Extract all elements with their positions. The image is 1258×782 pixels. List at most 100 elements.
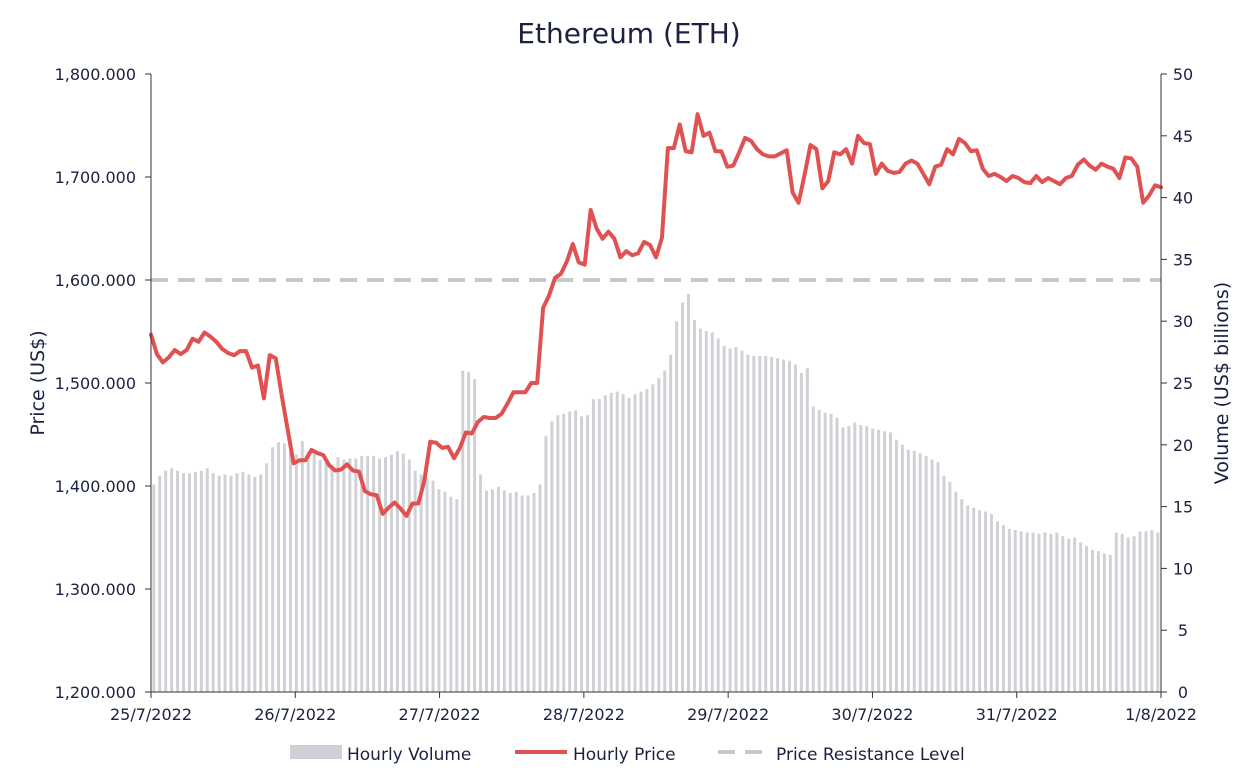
- volume-bar: [1031, 532, 1035, 692]
- volume-bar: [479, 474, 483, 692]
- volume-bar: [538, 484, 542, 692]
- volume-bar: [942, 475, 946, 692]
- volume-bar: [894, 439, 898, 692]
- volume-bar: [627, 397, 631, 692]
- volume-bar: [277, 442, 281, 692]
- volume-bar: [217, 475, 221, 692]
- volume-bar: [621, 394, 625, 692]
- volume-bar: [972, 507, 976, 692]
- volume-bar: [152, 484, 156, 692]
- volume-bar: [437, 489, 441, 692]
- volume-bar: [817, 410, 821, 692]
- volume-bar: [568, 411, 572, 692]
- volume-bar: [1025, 532, 1029, 692]
- volume-bar: [865, 426, 869, 692]
- volume-bar: [704, 331, 708, 692]
- volume-bar: [918, 453, 922, 692]
- y-left-tick-label: 1,200.000: [55, 683, 136, 702]
- volume-bar: [651, 384, 655, 692]
- volume-bar: [734, 347, 738, 692]
- volume-bar: [1114, 532, 1118, 692]
- volume-bar: [205, 468, 209, 692]
- volume-bar: [461, 370, 465, 692]
- volume-bar: [164, 470, 168, 692]
- volume-bar: [954, 491, 958, 692]
- volume-bar: [799, 373, 803, 692]
- volume-bar: [199, 470, 203, 692]
- volume-bar: [889, 432, 892, 692]
- volume-bar: [692, 319, 696, 692]
- volume-bar: [300, 441, 304, 692]
- volume-bar: [330, 464, 334, 692]
- volume-bar: [354, 458, 358, 692]
- volume-bar: [496, 486, 500, 692]
- volume-bar: [633, 394, 637, 692]
- volume-bar: [1126, 537, 1130, 692]
- volume-bar: [710, 332, 714, 692]
- volume-bar: [473, 379, 477, 692]
- volume-bar: [995, 521, 999, 692]
- volume-bar: [978, 510, 982, 692]
- volume-bar: [1001, 525, 1005, 692]
- volume-bar: [853, 422, 857, 692]
- y-right-axis-title: Volume (US$ billions): [1211, 282, 1233, 484]
- volume-bar: [615, 391, 619, 692]
- volume-bar: [413, 470, 417, 692]
- volume-bar: [1073, 537, 1077, 692]
- volume-bar: [235, 473, 239, 692]
- chart-title: Ethereum (ETH): [517, 17, 740, 50]
- volume-bar: [223, 474, 227, 692]
- volume-bar: [283, 443, 286, 692]
- y-right-tick-label: 45: [1173, 127, 1193, 146]
- volume-bar: [1061, 536, 1065, 692]
- volume-bar: [455, 499, 459, 692]
- volume-bar: [591, 399, 595, 692]
- volume-bar: [1019, 531, 1023, 692]
- volume-bar: [990, 514, 993, 692]
- x-tick-label: 1/8/2022: [1125, 705, 1197, 724]
- volume-bar: [360, 455, 364, 692]
- y-right-tick-label: 15: [1173, 498, 1193, 517]
- volume-bar: [764, 355, 768, 692]
- volume-bar: [372, 455, 376, 692]
- volume-bar: [259, 474, 263, 692]
- y-left-tick-label: 1,300.000: [55, 580, 136, 599]
- volume-bar: [1150, 530, 1154, 692]
- volume-bar: [520, 495, 524, 692]
- volume-bar: [193, 471, 197, 692]
- volume-bar: [859, 425, 863, 692]
- volume-bar: [514, 491, 518, 692]
- y-right-tick-label: 30: [1173, 312, 1193, 331]
- axes: 1,200.000 1,300.000 1,400.000 1,500.000 1,60…: [55, 65, 1197, 724]
- volume-bar: [1144, 531, 1148, 692]
- volume-bar: [1013, 530, 1017, 692]
- volume-bar: [229, 475, 233, 692]
- volume-bar: [288, 450, 292, 692]
- volume-bar: [829, 413, 833, 692]
- volume-bar: [389, 454, 393, 692]
- volume-bar: [657, 378, 661, 692]
- volume-bar: [900, 444, 904, 692]
- volume-bar: [550, 421, 554, 692]
- y-right-tick-label: 0: [1178, 683, 1188, 702]
- volume-bar: [687, 294, 690, 692]
- volume-bar: [366, 455, 370, 692]
- volume-bar: [609, 392, 613, 692]
- y-right-tick-label: 35: [1173, 250, 1193, 269]
- volume-bar: [294, 454, 298, 692]
- volume-bar: [586, 415, 589, 692]
- volume-bar: [306, 452, 310, 692]
- y-right-tick-label: 20: [1173, 436, 1193, 455]
- volume-bar: [324, 462, 328, 692]
- volume-bar: [1120, 533, 1124, 692]
- x-tick-label: 30/7/2022: [831, 705, 913, 724]
- volume-bar: [247, 474, 251, 692]
- x-tick-label: 27/7/2022: [399, 705, 481, 724]
- volume-bar: [312, 453, 316, 692]
- volume-bar: [449, 496, 453, 692]
- volume-bar: [984, 511, 988, 692]
- volume-bar: [758, 355, 762, 692]
- legend: Hourly Volume Hourly Price Price Resista…: [290, 745, 965, 765]
- volume-bar: [182, 473, 185, 692]
- x-tick-label: 25/7/2022: [110, 705, 192, 724]
